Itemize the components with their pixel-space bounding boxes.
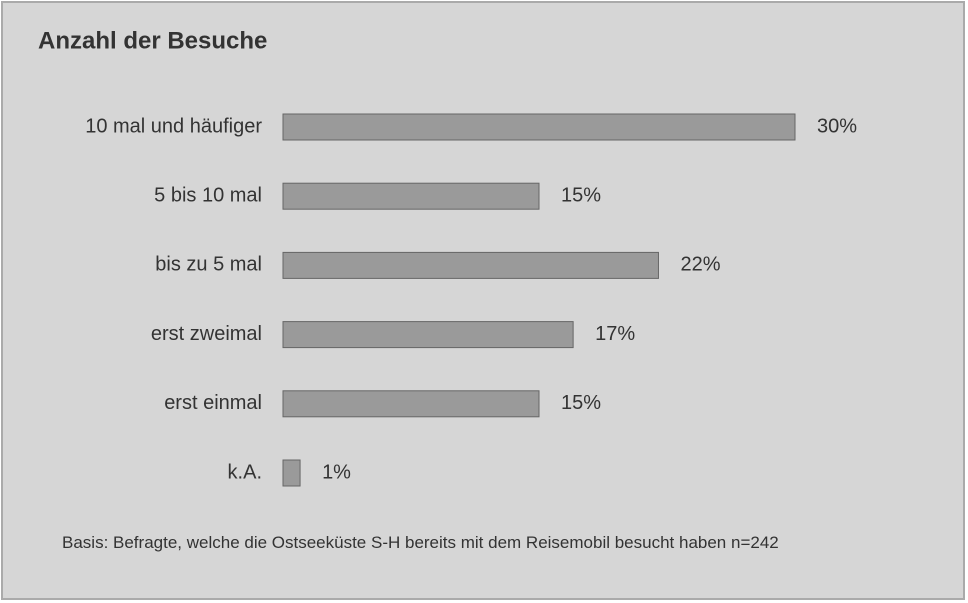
bar bbox=[282, 251, 659, 279]
bar bbox=[282, 182, 540, 210]
bar bbox=[282, 390, 540, 418]
category-label: erst zweimal bbox=[151, 323, 262, 345]
bar bbox=[282, 321, 574, 349]
bar bbox=[282, 113, 796, 141]
bar bbox=[282, 459, 301, 487]
value-label: 1% bbox=[322, 461, 351, 483]
value-label: 17% bbox=[595, 323, 635, 345]
value-label: 15% bbox=[561, 184, 601, 206]
footnote: Basis: Befragte, welche die Ostseeküste … bbox=[62, 533, 779, 552]
value-label: 22% bbox=[680, 254, 720, 276]
category-label: 5 bis 10 mal bbox=[154, 184, 262, 206]
category-label: bis zu 5 mal bbox=[155, 254, 262, 276]
category-label: k.A. bbox=[228, 461, 262, 483]
chart-title: Anzahl der Besuche bbox=[38, 27, 267, 54]
category-label: 10 mal und häufiger bbox=[85, 115, 262, 137]
value-label: 30% bbox=[817, 115, 857, 137]
category-label: erst einmal bbox=[164, 392, 262, 414]
value-label: 15% bbox=[561, 392, 601, 414]
